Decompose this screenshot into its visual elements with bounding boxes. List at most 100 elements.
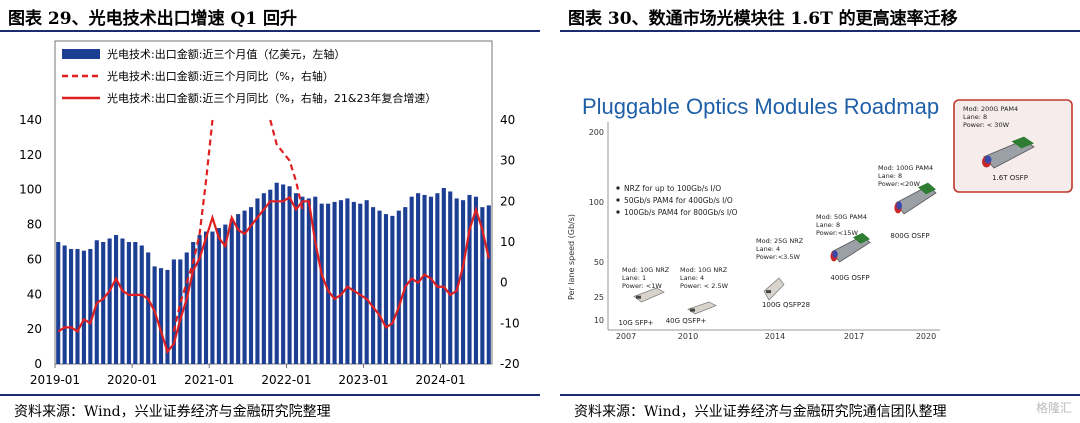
left-axis-tick-label: 40 (27, 287, 42, 301)
module-pcb (1011, 136, 1034, 149)
module-body (687, 301, 717, 315)
right-axis-tick-label: 0 (500, 276, 508, 290)
module-spec-line: Power: < 30W (963, 121, 1010, 129)
watermark: 格隆汇 (1035, 401, 1072, 415)
source-divider (560, 394, 1080, 396)
bar (158, 268, 164, 364)
roadmap-note: 50Gb/s PAM4 for 400Gb/s I/O (624, 196, 733, 205)
bar (236, 214, 241, 364)
module-spec-line: Mod: 50G PAM4 (816, 213, 867, 221)
bar (448, 191, 453, 364)
bar (107, 238, 112, 364)
left-axis-tick-label: 20 (27, 322, 42, 336)
bar (473, 196, 478, 364)
bar (184, 252, 189, 364)
bar (114, 235, 119, 364)
module-spec-line: Mod: 100G PAM4 (878, 164, 933, 172)
module-spec-line: Power: < 2.5W (680, 282, 729, 290)
module-port (690, 308, 695, 312)
bar (248, 207, 254, 364)
module-spec-line: Power: <1W (622, 282, 662, 290)
roadmap-xtick: 2017 (844, 332, 864, 341)
module-name: 400G OSFP (830, 274, 869, 282)
legend-label-dashed: 光电技术:出口金额:近三个月同比（%，右轴） (107, 69, 334, 83)
roadmap-xtick: 2007 (616, 332, 636, 341)
bar (338, 200, 344, 364)
bar (293, 193, 299, 364)
bar (345, 198, 350, 364)
module-spec-line: Lane: 4 (756, 245, 780, 253)
right-axis-tick-label: 10 (500, 235, 515, 249)
bar (371, 207, 376, 364)
roadmap-ytick: 10 (594, 316, 604, 325)
bar (101, 242, 106, 364)
module-spec-line: Mod: 10G NRZ (680, 266, 728, 274)
roadmap-note: 100Gb/s PAM4 for 800Gb/s I/O (624, 208, 738, 217)
module-body (763, 277, 785, 301)
bar (287, 186, 292, 364)
bar (486, 205, 491, 364)
bar (364, 200, 369, 364)
bar (351, 201, 356, 364)
roadmap-xtick: 2010 (678, 332, 698, 341)
bar (216, 228, 221, 364)
yoy-solid-line (57, 195, 490, 355)
module-spec-line: Lane: 8 (816, 221, 840, 229)
legend-swatch-bars (62, 49, 100, 59)
module-spec-line: Mod: 10G NRZ (622, 266, 670, 274)
bar (120, 238, 125, 364)
bar (281, 184, 286, 364)
bar (88, 248, 93, 364)
module-port (636, 295, 641, 299)
x-axis-tick-label: 2019-01 (30, 373, 80, 387)
bar (165, 269, 170, 364)
bar (146, 252, 151, 364)
roadmap-title: Pluggable Optics Modules Roadmap (582, 94, 940, 119)
bar (81, 250, 86, 364)
roadmap-ytick: 50 (594, 258, 604, 267)
roadmap-ytick: 25 (594, 293, 604, 302)
bar (326, 203, 331, 364)
bar (454, 198, 459, 364)
bar (152, 266, 157, 364)
bar (126, 242, 131, 364)
left-axis-tick-label: 120 (19, 148, 42, 162)
bar (223, 224, 228, 364)
module-spec-line: Lane: 4 (680, 274, 704, 282)
bar (229, 219, 234, 364)
bar (390, 215, 395, 364)
right-panel: 图表 30、数通市场光模块往 1.6T 的更高速率迁移 Pluggable Op… (560, 0, 1080, 423)
bar (422, 194, 427, 364)
left-panel: 图表 29、光电技术出口增速 Q1 回升 光电技术:出口金额:近三个月值（亿美元… (0, 9, 540, 420)
left-axis-tick-label: 60 (27, 252, 42, 266)
bar (62, 245, 67, 364)
bar (480, 207, 485, 364)
plot-frame (54, 40, 493, 365)
module-pcb (852, 232, 870, 244)
bar (242, 210, 247, 364)
module-spec-line: Power:<15W (816, 229, 858, 237)
module-spec-line: Lane: 1 (622, 274, 646, 282)
left-panel-title: 图表 29、光电技术出口增速 Q1 回升 (8, 9, 298, 29)
bar (255, 198, 260, 364)
left-axis-tick-label: 100 (19, 183, 42, 197)
bar (268, 189, 273, 364)
x-axis-tick-label: 2021-01 (184, 373, 234, 387)
roadmap-xtick: 2014 (765, 332, 785, 341)
bar (69, 248, 74, 364)
bar (210, 231, 215, 364)
module-name: 100G QSFP28 (762, 301, 810, 309)
roadmap-figure: Per lane speed (Gb/s) 200 100 50 25 10 2… (567, 99, 1073, 341)
left-axis-tick-label: 140 (19, 113, 42, 127)
module-latch (832, 250, 838, 258)
bar (171, 259, 176, 364)
bar (300, 196, 305, 364)
right-panel-source: 资料来源：Wind，兴业证券经济与金融研究院通信团队整理 (574, 404, 947, 420)
yoy-dashed-line (269, 119, 304, 210)
roadmap-ytick: 100 (589, 198, 604, 207)
left-axis-tick-label: 80 (27, 218, 42, 232)
legend-label-bars: 光电技术:出口金额:近三个月值（亿美元，左轴） (107, 47, 345, 61)
